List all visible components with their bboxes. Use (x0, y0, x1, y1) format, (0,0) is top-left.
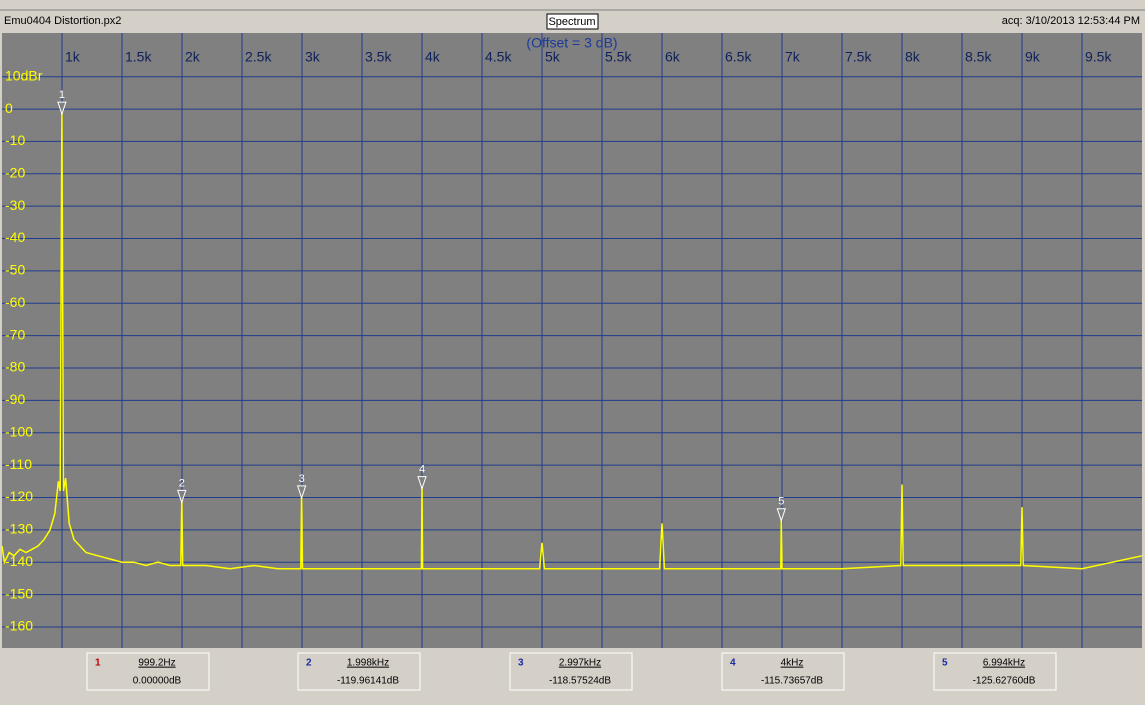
marker-id: 2 (306, 658, 312, 669)
y-tick-label: -100 (5, 423, 33, 439)
x-tick-label: 2k (185, 49, 201, 65)
x-tick-label: 5k (545, 49, 561, 65)
marker-triangle (177, 489, 187, 504)
chart-title: (Offset = 3 dB) (526, 35, 617, 51)
marker-number: 4 (419, 464, 425, 476)
marker-triangle (776, 508, 786, 523)
marker-box (933, 652, 1057, 691)
marker-id: 4 (730, 658, 736, 669)
marker-level: -119.96141dB (337, 676, 399, 687)
marker-triangle (417, 476, 427, 491)
marker-level: -118.57524dB (549, 676, 611, 687)
y-tick-label: -160 (5, 618, 33, 634)
y-tick-label: -40 (5, 229, 25, 245)
marker-freq: 4kHz (781, 658, 804, 669)
y-tick-label: -60 (5, 294, 25, 310)
y-tick-label: 0 (5, 100, 13, 116)
x-tick-label: 8.5k (965, 49, 992, 65)
marker-box (509, 652, 633, 691)
marker-id: 1 (95, 658, 101, 669)
x-tick-label: 5.5k (605, 49, 632, 65)
marker-number: 2 (179, 477, 185, 489)
x-tick-label: 1k (65, 49, 81, 65)
x-tick-label: 3k (305, 49, 321, 65)
y-tick-label: -140 (5, 553, 33, 569)
spectrum-line (1, 109, 1143, 570)
marker-number: 5 (778, 496, 784, 508)
y-tick-label: -90 (5, 391, 25, 407)
x-tick-label: 6k (665, 49, 681, 65)
x-tick-label: 2.5k (245, 49, 272, 65)
y-tick-label: -120 (5, 488, 33, 504)
plot-area (2, 33, 1142, 648)
y-tick-label: -30 (5, 197, 25, 213)
x-tick-label: 6.5k (725, 49, 752, 65)
marker-level: 0.00000dB (133, 676, 182, 687)
marker-freq: 6.994kHz (983, 658, 1025, 669)
x-tick-label: 4k (425, 49, 441, 65)
marker-level: -125.62760dB (973, 676, 1036, 687)
x-tick-label: 7.5k (845, 49, 872, 65)
marker-number: 1 (59, 89, 65, 101)
marker-freq: 999.2Hz (138, 658, 175, 669)
file-name: Emu0404 Distortion.px2 (4, 15, 121, 27)
x-tick-label: 9k (1025, 49, 1041, 65)
y-tick-label: 10dBr (5, 67, 43, 83)
x-tick-label: 8k (905, 49, 921, 65)
y-tick-label: -110 (5, 456, 32, 472)
y-tick-label: -70 (5, 326, 25, 342)
y-tick-label: -20 (5, 165, 25, 181)
y-tick-label: -10 (5, 132, 25, 148)
y-tick-label: -130 (5, 521, 33, 537)
x-tick-label: 1.5k (125, 49, 152, 65)
y-tick-label: -50 (5, 262, 25, 278)
marker-id: 5 (942, 658, 948, 669)
y-tick-label: -150 (5, 585, 33, 601)
marker-box (86, 652, 210, 691)
view-name[interactable]: Spectrum (548, 16, 595, 28)
marker-box (721, 652, 845, 691)
x-tick-label: 3.5k (365, 49, 392, 65)
marker-triangle (296, 485, 307, 500)
view-box[interactable] (546, 13, 599, 30)
acq-time: acq: 3/10/2013 12:53:44 PM (1002, 15, 1140, 27)
marker-level: -115.73657dB (761, 676, 823, 687)
x-tick-label: 4.5k (485, 49, 512, 65)
marker-id: 3 (518, 658, 524, 669)
marker-number: 3 (299, 473, 305, 485)
y-tick-label: -80 (5, 359, 25, 375)
marker-freq: 2.997kHz (559, 658, 601, 669)
x-tick-label: 9.5k (1085, 49, 1112, 65)
marker-freq: 1.998kHz (347, 658, 389, 669)
marker-triangle (57, 101, 67, 116)
x-tick-label: 7k (785, 49, 801, 65)
marker-box (297, 652, 421, 691)
